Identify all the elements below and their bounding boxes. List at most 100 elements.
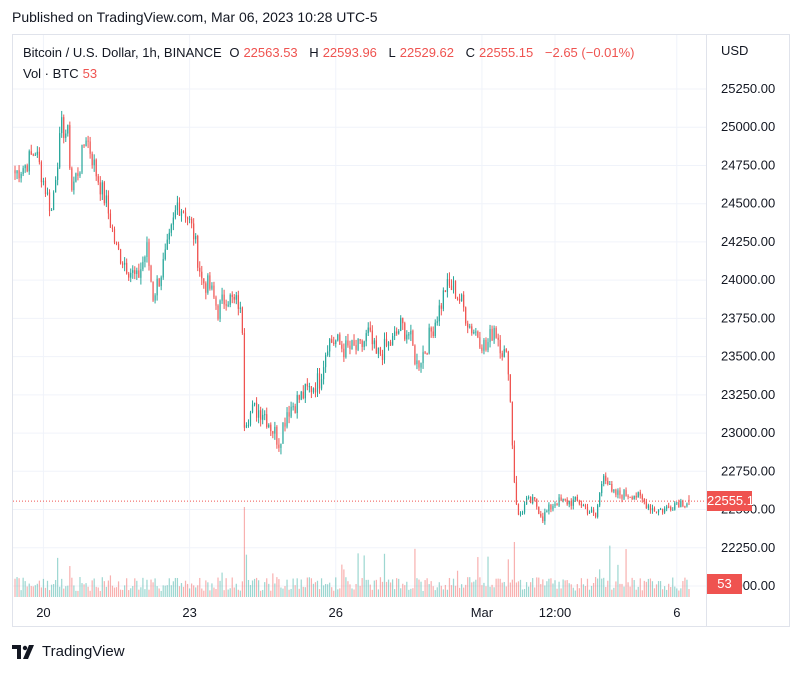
footer-brand[interactable]: TradingView — [12, 643, 125, 660]
volume-bar — [34, 585, 36, 597]
candle-body — [28, 151, 30, 172]
volume-bar — [290, 588, 292, 597]
volume-bar — [682, 581, 684, 597]
candle-body — [651, 508, 654, 511]
volume-bar — [546, 581, 548, 597]
candle-body — [105, 195, 107, 204]
candle-body — [391, 335, 394, 346]
volume-bar — [452, 578, 455, 597]
candle-body — [215, 297, 217, 306]
volume-bar — [268, 583, 270, 597]
volume-bar — [136, 580, 138, 597]
volume-bar — [52, 584, 55, 597]
volume-bar — [420, 581, 422, 597]
candle-body — [282, 422, 284, 444]
volume-bar — [440, 585, 442, 597]
candle-body — [284, 422, 286, 427]
candle-body — [586, 506, 589, 514]
volume-bar — [130, 588, 132, 597]
candle-body — [351, 340, 353, 349]
candle-body — [580, 503, 583, 506]
volume-bar — [363, 555, 365, 597]
candle-body — [410, 330, 412, 335]
volume-bar — [170, 585, 172, 597]
candle-body — [172, 217, 174, 225]
volume-bar — [637, 586, 639, 597]
candle-body — [46, 192, 49, 195]
volume-bar — [454, 585, 457, 597]
candle-body — [438, 305, 440, 322]
candle-body — [318, 373, 321, 389]
volume-bar — [117, 581, 120, 597]
y-tick-label: 23250.00 — [721, 387, 775, 402]
volume-bar — [536, 577, 538, 597]
volume-bar — [359, 585, 361, 597]
y-tick-labels: 25250.00 25000.00 24750.00 24500.00 24250.00… — [721, 81, 775, 593]
volume-bar — [132, 586, 134, 597]
volume-bar — [465, 584, 467, 597]
volume-legend[interactable]: Vol · BTC 53 — [23, 66, 97, 81]
candle-body — [454, 280, 457, 299]
volume-bar — [121, 589, 124, 597]
volume-bar — [314, 582, 317, 597]
candle-body — [314, 388, 317, 393]
chart-pane[interactable] — [12, 34, 707, 627]
candle-body — [686, 503, 688, 507]
candle-body — [489, 328, 491, 343]
volume-bar — [63, 588, 65, 597]
volume-bar — [337, 589, 339, 597]
candle-body — [136, 270, 138, 274]
volume-bar — [367, 579, 369, 597]
volume-bar — [40, 587, 43, 597]
volume-bar — [631, 577, 633, 597]
volume-bar — [172, 581, 174, 597]
volume-bar — [280, 587, 282, 597]
volume-label: Vol · BTC — [23, 66, 79, 81]
symbol-name[interactable]: Bitcoin / U.S. Dollar, 1h, BINANCE — [23, 45, 222, 60]
volume-bar — [77, 590, 79, 597]
candle-body — [554, 503, 556, 507]
candle-body — [288, 412, 290, 417]
candle-body — [337, 334, 339, 341]
candle-body — [641, 495, 643, 500]
volume-bar — [176, 577, 179, 597]
volume-bar — [180, 583, 183, 597]
candle-body — [113, 229, 116, 243]
candle-body — [193, 223, 195, 240]
candle-body — [540, 513, 542, 517]
volume-bar — [211, 583, 213, 597]
candle-body — [688, 499, 690, 502]
volume-bar — [300, 579, 302, 597]
volume-bar — [75, 590, 77, 597]
volume-bar — [560, 588, 562, 597]
currency-label[interactable]: USD — [721, 43, 749, 58]
volume-bar — [327, 584, 329, 597]
volume-bar — [28, 583, 30, 597]
candle-body — [617, 490, 619, 495]
candle-body — [483, 339, 485, 351]
volume-bar — [111, 585, 114, 597]
candle-body — [661, 508, 664, 513]
volume-bar — [436, 587, 438, 597]
volume-bar — [288, 589, 290, 597]
candle-body — [615, 489, 617, 495]
candle-body — [544, 512, 546, 522]
candle-body — [458, 298, 461, 302]
candle-body — [333, 342, 335, 344]
candle-body — [50, 210, 53, 212]
volume-bar — [404, 585, 406, 597]
volume-bar — [251, 580, 254, 597]
candle-body — [292, 406, 294, 408]
volume-bar — [597, 578, 599, 597]
volume-bar — [355, 584, 357, 597]
volume-bar — [625, 549, 627, 597]
volume-bar — [225, 578, 227, 597]
volume-bar — [97, 587, 99, 597]
candle-body — [450, 285, 453, 291]
volume-bar — [613, 587, 615, 597]
candle-body — [605, 475, 607, 481]
candle-body — [79, 172, 81, 176]
volume-bar — [410, 588, 412, 597]
candle-body — [316, 373, 319, 393]
price-axis[interactable] — [706, 34, 790, 627]
